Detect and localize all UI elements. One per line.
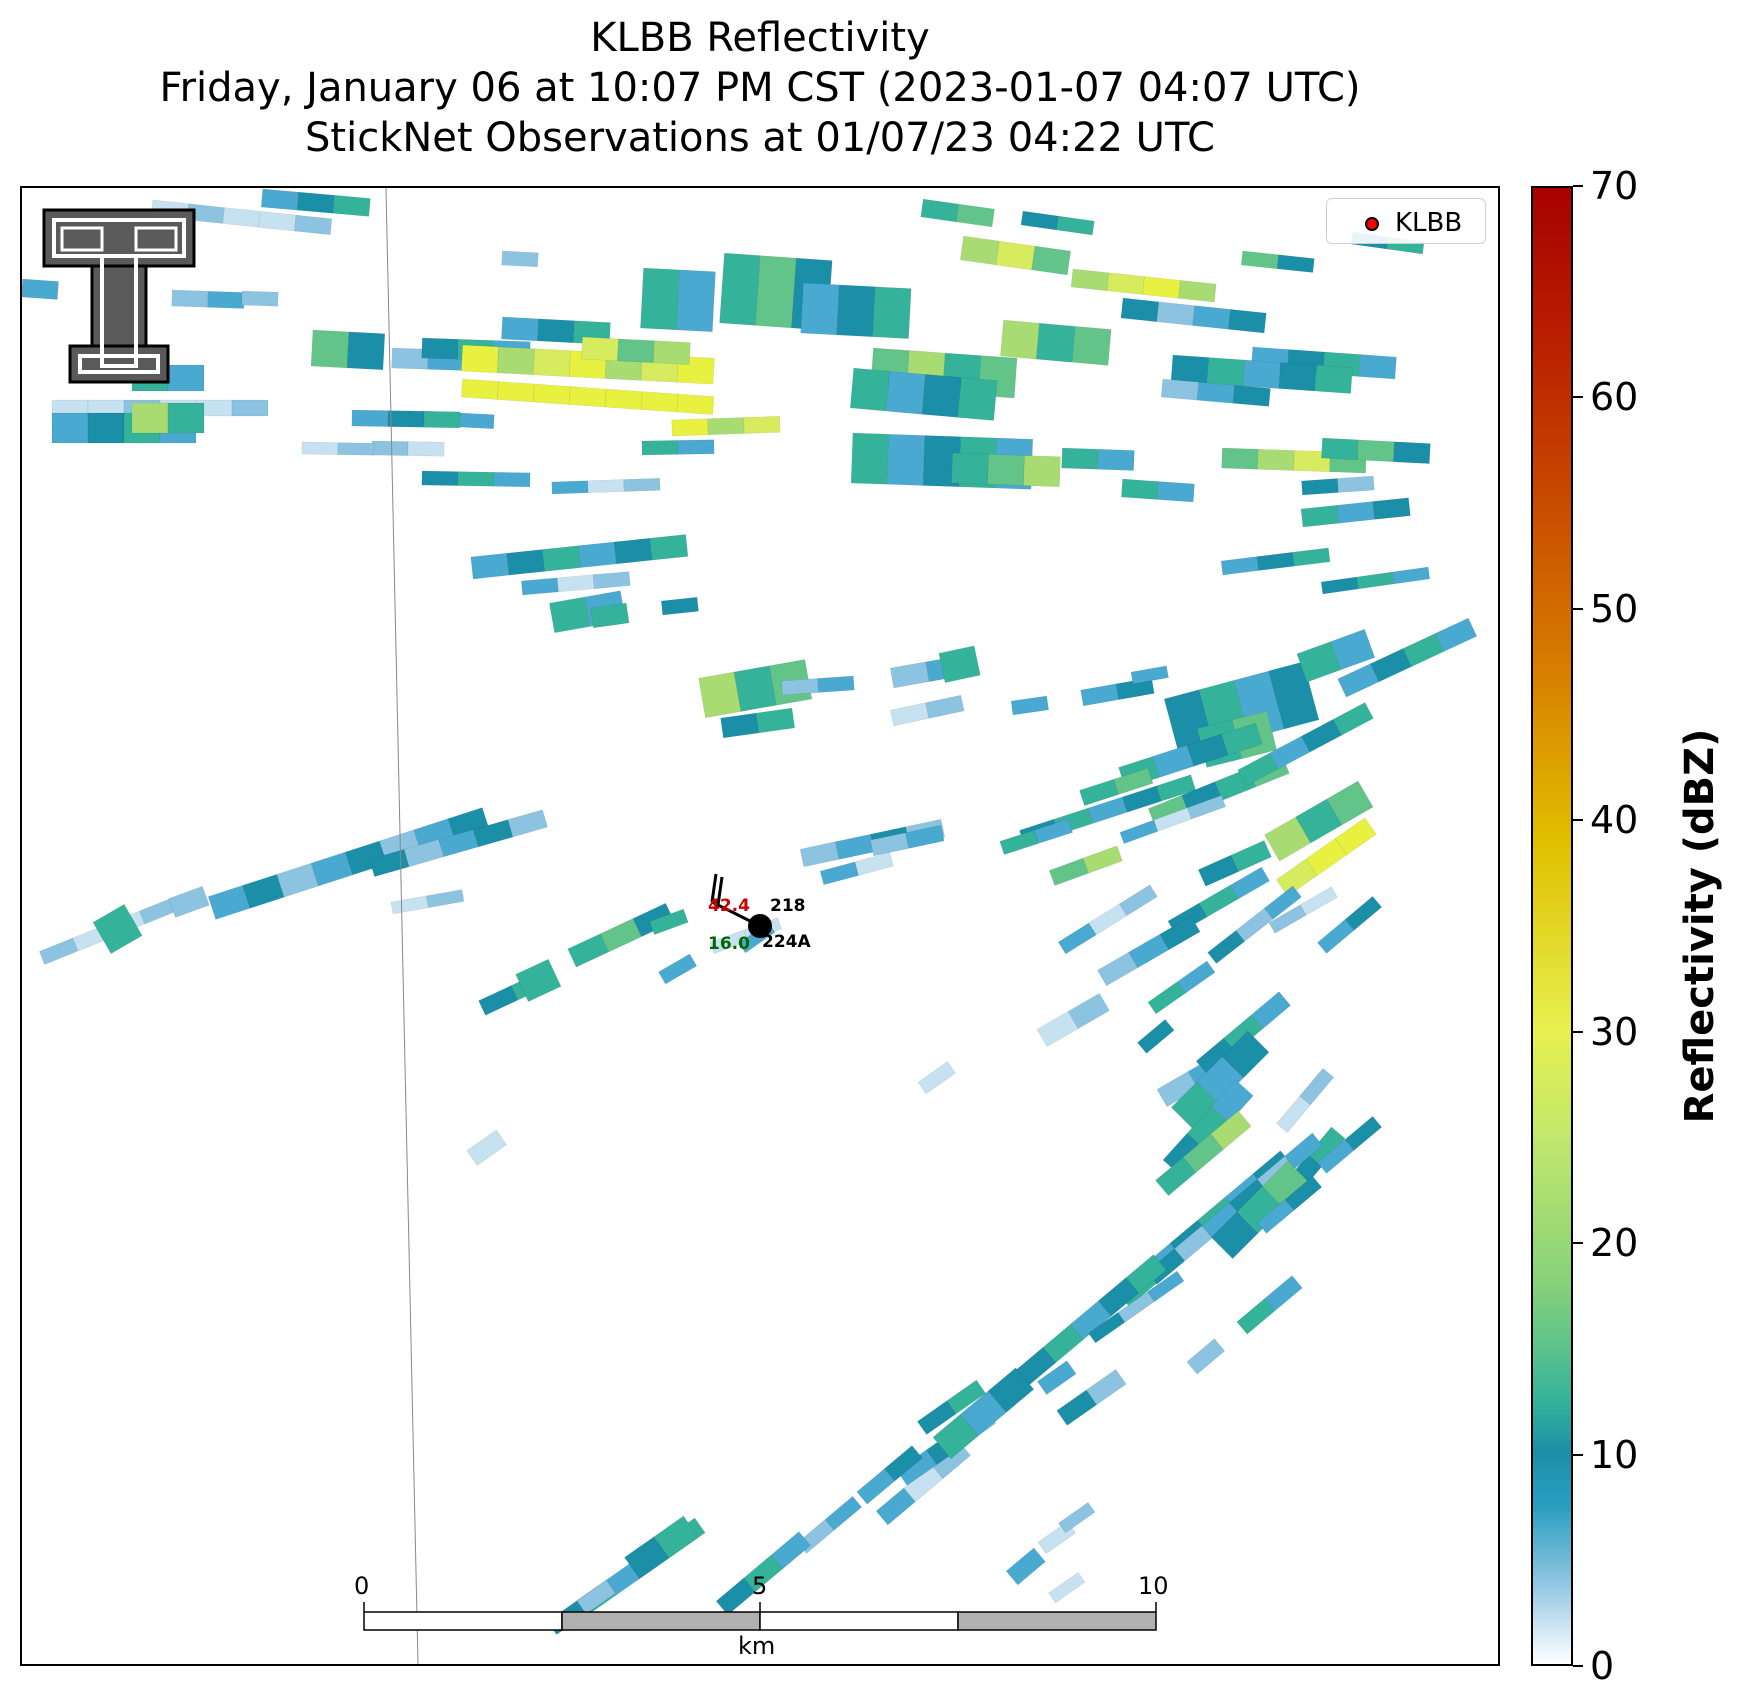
colorbar-tick-mark [1573, 1242, 1583, 1245]
station-temperature: 42.4 [708, 896, 750, 916]
colorbar-tick-label: 50 [1590, 586, 1639, 631]
radar-reflectivity-layer [22, 188, 1478, 1635]
station-dewpoint: 16.0 [708, 934, 750, 954]
colorbar-tick-mark [1573, 1665, 1583, 1667]
radar-map[interactable]: 42.4 218 16.0 224A 0 5 10 km [20, 186, 1500, 1666]
colorbar-tick-mark [1573, 396, 1583, 399]
colorbar-tick-label: 30 [1590, 1009, 1639, 1054]
colorbar-tick-mark [1573, 819, 1583, 822]
colorbar-tick-mark [1573, 1453, 1583, 1456]
scale-tick-5: 5 [752, 1572, 768, 1600]
reflectivity-colorbar [1531, 186, 1573, 1666]
colorbar-tick-label: 0 [1590, 1644, 1615, 1688]
colorbar-tick-label: 70 [1590, 164, 1639, 208]
colorbar-tick-label: 10 [1590, 1432, 1639, 1477]
colorbar-tick-label: 60 [1590, 375, 1639, 420]
map-legend: KLBB [1326, 198, 1486, 244]
scale-unit: km [738, 1632, 776, 1660]
legend-label: KLBB [1395, 208, 1463, 238]
colorbar-title: Reflectivity (dBZ) [1677, 728, 1723, 1124]
map-subtitle-time: Friday, January 06 at 10:07 PM CST (2023… [159, 65, 1361, 111]
colorbar-tick-mark [1573, 607, 1583, 610]
colorbar-tick-label: 40 [1590, 798, 1639, 843]
scale-tick-0: 0 [354, 1572, 370, 1600]
scale-tick-10: 10 [1138, 1572, 1169, 1600]
colorbar-tick-mark [1573, 185, 1583, 187]
map-title: KLBB Reflectivity [590, 15, 930, 61]
klbb-marker-icon [1365, 217, 1379, 231]
station-id-bottom: 224A [762, 932, 811, 952]
colorbar-tick-mark [1573, 1030, 1583, 1033]
station-id-top: 218 [770, 896, 806, 916]
colorbar-tick-label: 20 [1590, 1221, 1639, 1266]
map-subtitle-obs: StickNet Observations at 01/07/23 04:22 … [305, 115, 1215, 161]
texas-tech-logo [42, 208, 196, 384]
